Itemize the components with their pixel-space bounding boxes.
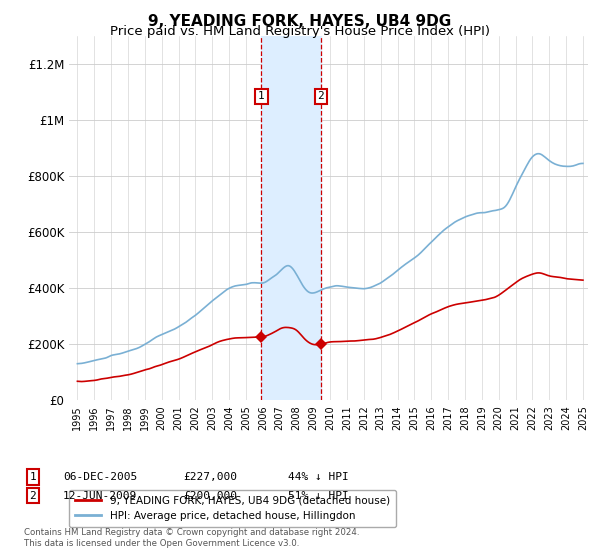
Text: 12-JUN-2009: 12-JUN-2009 bbox=[63, 491, 137, 501]
Bar bbox=[262, 36, 321, 400]
Text: £227,000: £227,000 bbox=[183, 472, 237, 482]
Legend: 9, YEADING FORK, HAYES, UB4 9DG (detached house), HPI: Average price, detached h: 9, YEADING FORK, HAYES, UB4 9DG (detache… bbox=[69, 489, 396, 528]
Text: 44% ↓ HPI: 44% ↓ HPI bbox=[288, 472, 349, 482]
Text: Price paid vs. HM Land Registry's House Price Index (HPI): Price paid vs. HM Land Registry's House … bbox=[110, 25, 490, 38]
Text: Contains HM Land Registry data © Crown copyright and database right 2024.
This d: Contains HM Land Registry data © Crown c… bbox=[24, 528, 359, 548]
Text: 2: 2 bbox=[317, 91, 324, 101]
Text: 9, YEADING FORK, HAYES, UB4 9DG: 9, YEADING FORK, HAYES, UB4 9DG bbox=[148, 14, 452, 29]
Text: 51% ↓ HPI: 51% ↓ HPI bbox=[288, 491, 349, 501]
Text: 06-DEC-2005: 06-DEC-2005 bbox=[63, 472, 137, 482]
Text: 1: 1 bbox=[258, 91, 265, 101]
Text: £200,000: £200,000 bbox=[183, 491, 237, 501]
Text: 1: 1 bbox=[29, 472, 37, 482]
Text: 2: 2 bbox=[29, 491, 37, 501]
